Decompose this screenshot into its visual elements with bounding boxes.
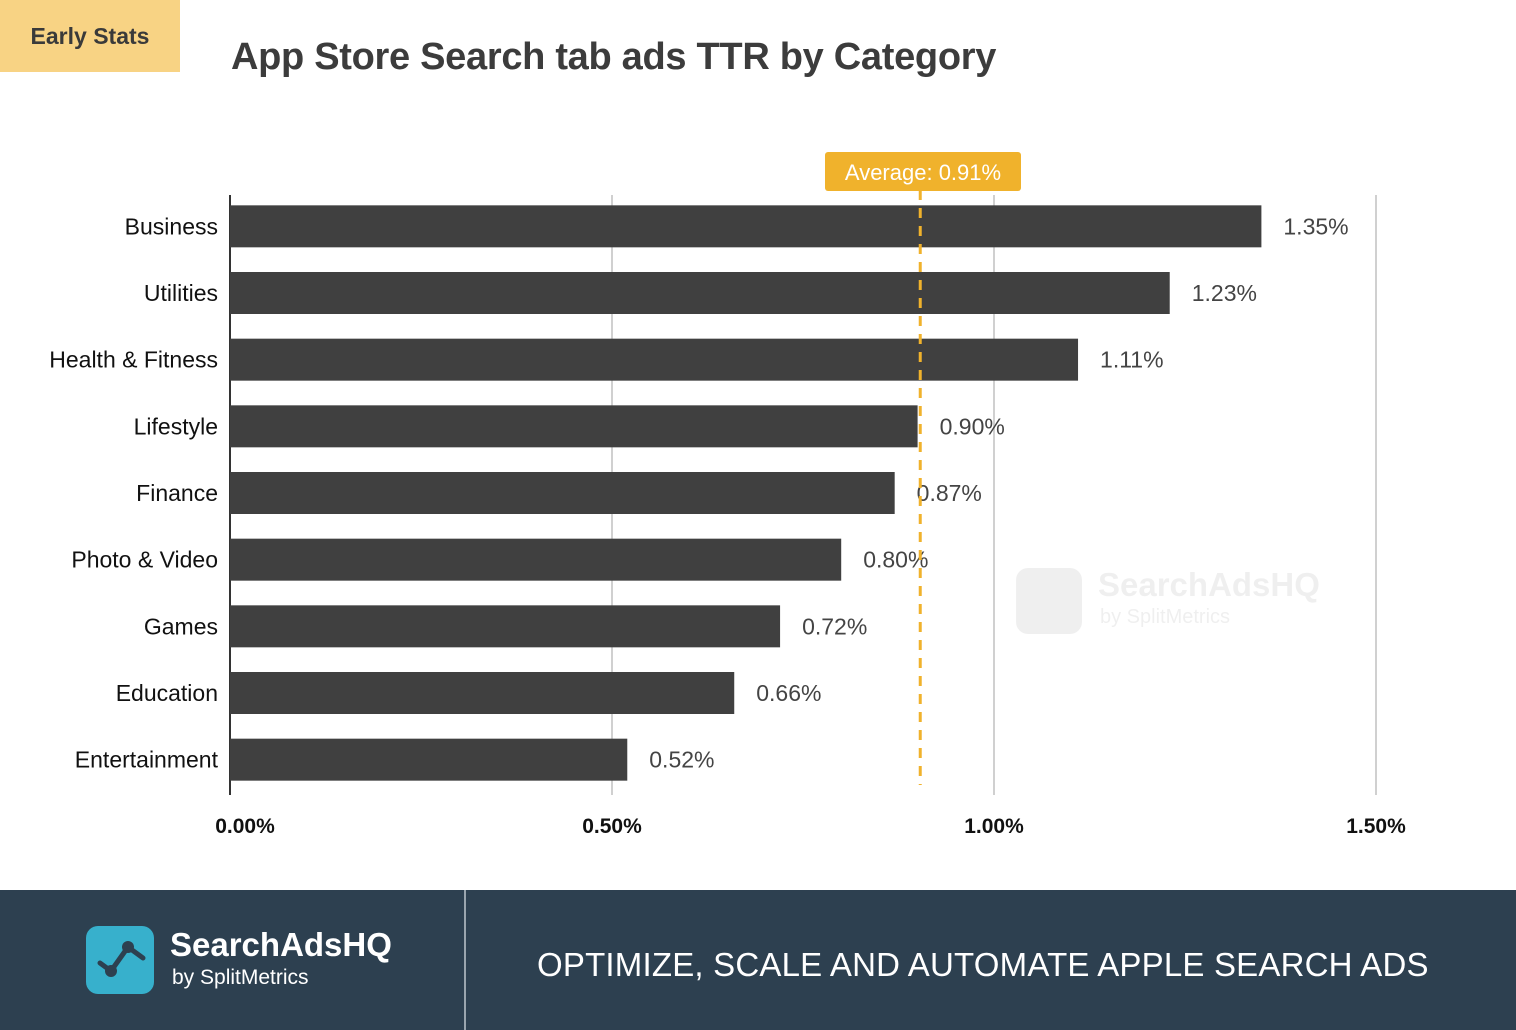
data-label: 1.35% <box>1283 213 1348 239</box>
footer-brand: SearchAdsHQ <box>170 926 392 963</box>
footer: SearchAdsHQ by SplitMetrics OPTIMIZE, SC… <box>0 890 1516 1030</box>
category-label: Photo & Video <box>71 547 218 573</box>
category-label: Utilities <box>144 280 218 306</box>
bar <box>230 205 1262 248</box>
searchadshq-logo-icon <box>86 926 154 994</box>
watermark-logo-icon <box>1016 568 1082 634</box>
data-label: 0.80% <box>863 547 928 573</box>
bar-chart: 0.00% 0.50% 1.00% 1.50% Business 1.35% Utiliti… <box>49 152 1406 838</box>
bar <box>230 338 1079 381</box>
early-stats-badge: Early Stats <box>0 0 180 72</box>
bar <box>230 405 918 448</box>
data-label: 0.52% <box>649 747 714 773</box>
average-label: Average: 0.91% <box>845 160 1001 185</box>
category-label: Lifestyle <box>134 413 218 439</box>
data-label: 0.87% <box>917 480 982 506</box>
category-label: Business <box>125 213 218 239</box>
category-label: Finance <box>136 480 218 506</box>
category-label: Games <box>144 613 218 639</box>
bar <box>230 672 735 714</box>
watermark-subtitle: by SplitMetrics <box>1100 606 1231 628</box>
x-tick-label: 1.50% <box>1346 815 1406 838</box>
x-tick-label: 0.50% <box>582 815 642 838</box>
category-label: Entertainment <box>75 747 219 773</box>
average-label-box <box>825 152 1021 191</box>
x-tick-label: 1.00% <box>964 815 1024 838</box>
bar <box>230 272 1170 314</box>
bar <box>230 605 781 648</box>
data-label: 0.90% <box>940 413 1005 439</box>
data-label: 0.66% <box>756 680 821 706</box>
footer-brand-sub: by SplitMetrics <box>172 966 309 989</box>
footer-divider <box>464 890 466 1030</box>
footer-slogan: OPTIMIZE, SCALE AND AUTOMATE APPLE SEARC… <box>537 946 1429 983</box>
data-label: 0.72% <box>802 613 867 639</box>
data-label: 1.23% <box>1192 280 1257 306</box>
chart-title: App Store Search tab ads TTR by Category <box>231 36 997 78</box>
watermark-title: SearchAdsHQ <box>1098 566 1320 603</box>
bar <box>230 738 628 781</box>
category-label: Health & Fitness <box>49 347 218 373</box>
bar <box>230 472 895 514</box>
bar <box>230 538 842 581</box>
data-label: 1.11% <box>1100 347 1164 373</box>
category-label: Education <box>116 680 218 706</box>
x-tick-label: 0.00% <box>215 815 275 838</box>
